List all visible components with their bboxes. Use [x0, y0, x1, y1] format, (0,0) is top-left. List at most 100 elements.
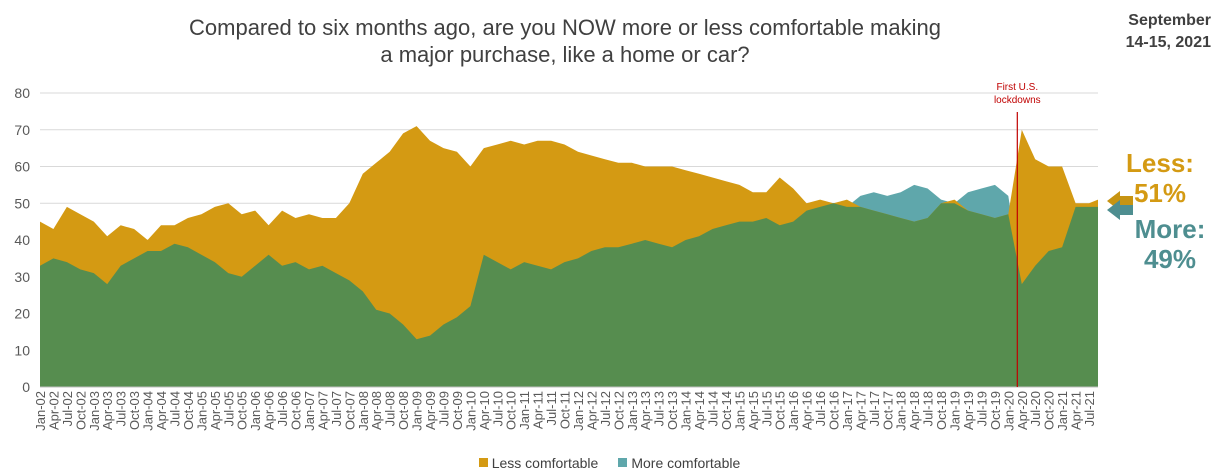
x-tick-label: Jan-18: [894, 391, 909, 431]
x-tick-label: Apr-06: [262, 391, 277, 430]
x-tick-label: Jul-07: [329, 391, 344, 426]
x-tick-label: Apr-09: [423, 391, 438, 430]
x-tick-label: Apr-18: [907, 391, 922, 430]
x-tick-label: Apr-12: [584, 391, 599, 430]
x-tick-label: Oct-17: [880, 391, 895, 430]
x-tick-label: Apr-11: [531, 391, 546, 429]
x-tick-label: Jan-19: [948, 391, 963, 431]
x-tick-label: Oct-08: [396, 391, 411, 430]
more-callout-arrow: [1107, 200, 1133, 220]
chart-title-line-1: Compared to six months ago, are you NOW …: [189, 15, 941, 40]
chart-title: Compared to six months ago, are you NOW …: [100, 14, 1030, 68]
y-tick-label: 50: [14, 195, 30, 211]
x-tick-label: Apr-07: [315, 391, 330, 430]
x-tick-label: Jul-21: [1082, 391, 1097, 426]
x-tick-label: Jul-10: [490, 391, 505, 426]
lockdown-annotation-line-2: lockdowns: [994, 95, 1041, 106]
y-tick-label: 80: [14, 85, 30, 101]
x-tick-label: Apr-20: [1015, 391, 1030, 430]
x-tick-label: Oct-05: [235, 391, 250, 430]
x-tick-label: Jan-07: [302, 391, 317, 431]
legend-swatch-less: [478, 458, 488, 467]
x-tick-label: Jul-13: [652, 391, 667, 426]
x-tick-label: Apr-02: [46, 391, 61, 430]
x-tick-label: Apr-16: [800, 391, 815, 430]
overlap-area: [40, 203, 1098, 387]
x-tick-label: Jan-05: [194, 391, 209, 431]
x-tick-label: Apr-17: [853, 391, 868, 430]
more-callout-label: More:: [1134, 214, 1206, 244]
y-tick-label: 10: [14, 342, 30, 358]
less-callout-value: 51%: [1133, 178, 1187, 208]
legend-label-more: More comfortable: [631, 454, 741, 471]
x-tick-label: Jan-16: [786, 391, 801, 431]
x-tick-label: Jan-14: [679, 391, 694, 431]
x-tick-label: Apr-13: [638, 391, 653, 430]
x-tick-label: Oct-04: [181, 391, 196, 430]
x-tick-label: Jan-03: [87, 391, 102, 431]
x-tick-label: Jan-13: [625, 391, 640, 431]
x-tick-label: Jul-19: [974, 391, 989, 426]
chart-title-line-2: a major purchase, like a home or car?: [380, 42, 750, 67]
x-tick-label: Jan-09: [410, 391, 425, 431]
x-tick-label: Oct-07: [342, 391, 357, 430]
x-tick-label: Jul-17: [867, 391, 882, 426]
x-tick-label: Oct-14: [719, 391, 734, 430]
x-tick-label: Apr-03: [100, 391, 115, 430]
x-tick-label: Jul-03: [114, 391, 129, 426]
x-tick-label: Apr-10: [477, 391, 492, 430]
x-tick-label: Jul-14: [706, 391, 721, 426]
x-tick-label: Jan-20: [1001, 391, 1016, 431]
x-tick-label: Jan-21: [1055, 391, 1070, 431]
x-tick-label: Oct-19: [988, 391, 1003, 430]
y-tick-label: 0: [22, 379, 30, 395]
x-tick-label: Oct-12: [611, 391, 626, 430]
x-tick-label: Jul-06: [275, 391, 290, 426]
less-callout-label: Less:: [1126, 148, 1194, 178]
x-tick-label: Oct-16: [827, 391, 842, 430]
x-tick-label: Jan-06: [248, 391, 263, 431]
survey-date-line-1: September: [1128, 12, 1211, 29]
x-tick-label: Jul-05: [221, 391, 236, 426]
x-tick-label: Jul-16: [813, 391, 828, 426]
x-tick-label: Oct-10: [504, 391, 519, 430]
x-tick-label: Oct-06: [289, 391, 304, 430]
x-tick-label: Oct-09: [450, 391, 465, 430]
y-tick-label: 40: [14, 232, 30, 248]
x-tick-label: Apr-04: [154, 391, 169, 430]
x-tick-label: Apr-08: [369, 391, 384, 430]
x-tick-label: Apr-15: [746, 391, 761, 430]
x-tick-label: Jul-04: [168, 391, 183, 426]
y-tick-label: 60: [14, 159, 30, 175]
x-tick-label: Jul-09: [437, 391, 452, 426]
x-tick-label: Jan-04: [141, 391, 156, 431]
x-tick-label: Jan-11: [517, 391, 532, 430]
y-tick-label: 30: [14, 269, 30, 285]
legend: Less comfortable More comfortable: [0, 454, 1219, 471]
survey-date: September 14-15, 2021: [1091, 10, 1211, 54]
legend-item-less: Less comfortable: [478, 455, 598, 471]
x-tick-label: Jul-08: [383, 391, 398, 426]
x-tick-label: Jul-18: [921, 391, 936, 426]
x-tick-label: Jan-10: [463, 391, 478, 431]
legend-item-more: More comfortable: [618, 455, 740, 471]
x-tick-label: Apr-21: [1069, 391, 1084, 430]
x-tick-label: Jan-15: [732, 391, 747, 431]
x-tick-label: Jul-15: [759, 391, 774, 426]
x-tick-label: Jul-20: [1028, 391, 1043, 426]
y-tick-label: 70: [14, 122, 30, 138]
survey-date-line-2: 14-15, 2021: [1125, 34, 1211, 51]
x-tick-label: Jan-17: [840, 391, 855, 431]
x-tick-label: Oct-20: [1042, 391, 1057, 430]
x-tick-label: Oct-13: [665, 391, 680, 430]
x-tick-label: Apr-05: [208, 391, 223, 430]
x-tick-label: Oct-18: [934, 391, 949, 430]
x-tick-label: Apr-14: [692, 391, 707, 430]
x-tick-label: Jan-08: [356, 391, 371, 431]
less-callout: Less: 51%: [1120, 148, 1200, 208]
more-callout: More: 49%: [1130, 214, 1210, 274]
x-tick-label: Oct-02: [73, 391, 88, 430]
x-tick-label: Oct-03: [127, 391, 142, 430]
more-callout-value: 49%: [1143, 244, 1197, 274]
